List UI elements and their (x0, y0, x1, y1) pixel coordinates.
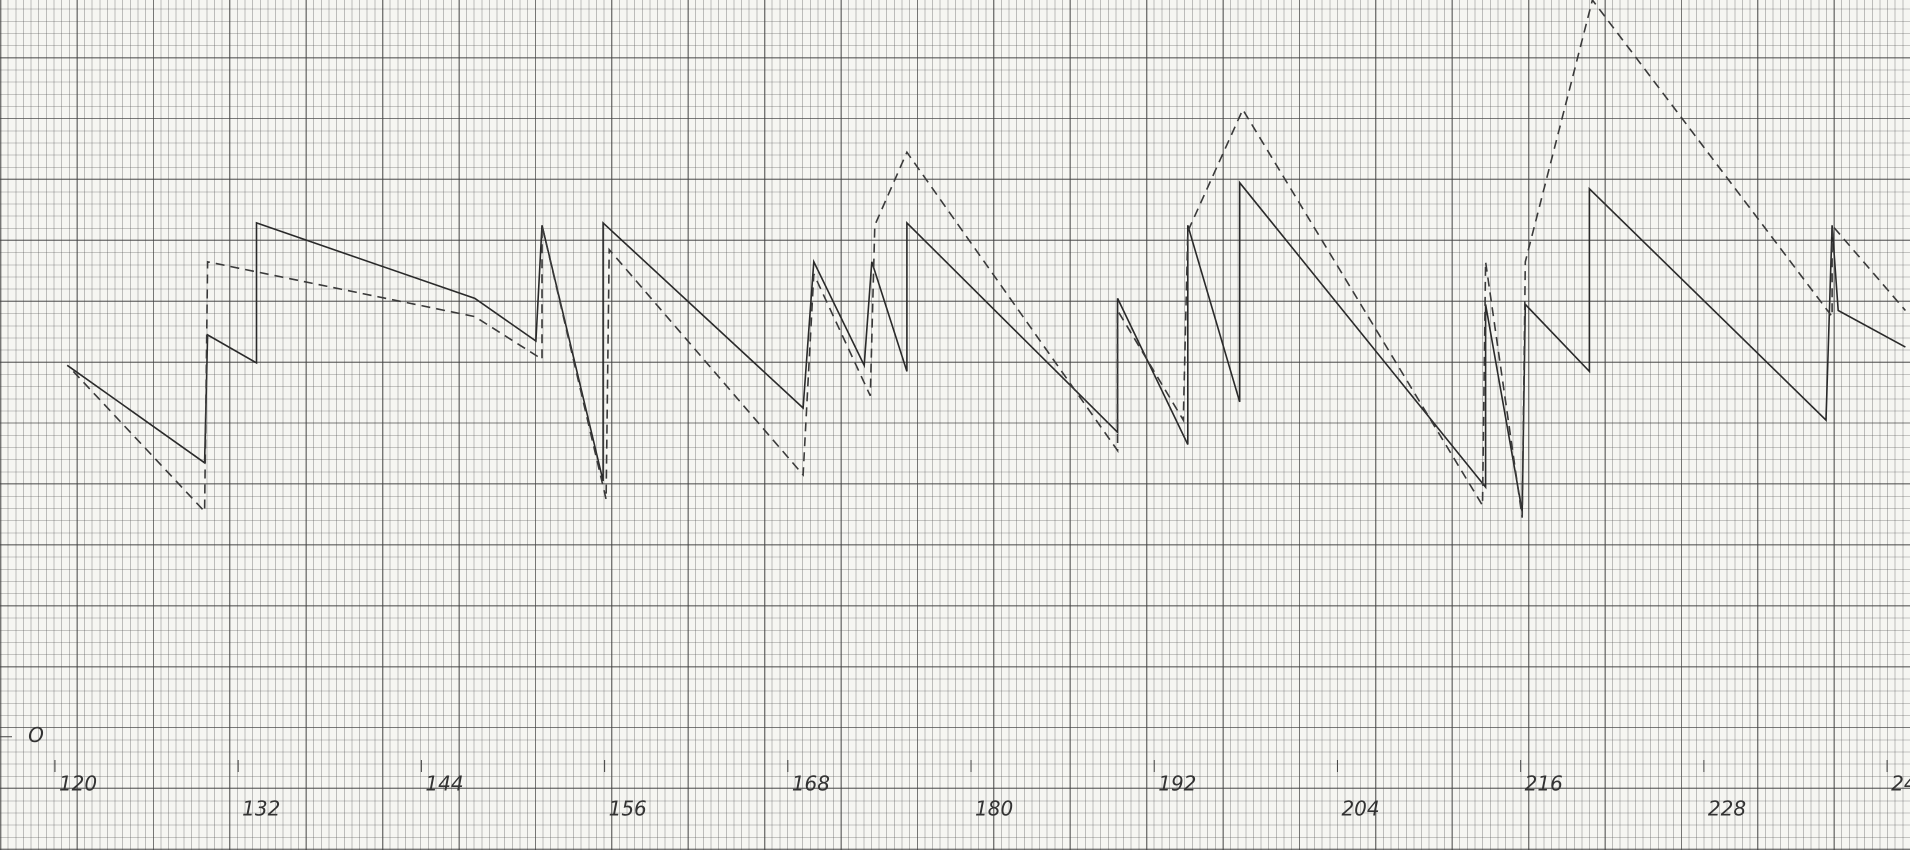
x-tick-label: 132 (242, 797, 280, 821)
x-tick-label: 240 (1891, 772, 1910, 796)
x-tick-label: 180 (975, 797, 1013, 821)
x-tick-label: 168 (792, 772, 830, 796)
x-tick-label: 144 (425, 772, 463, 796)
x-tick-label: 192 (1158, 772, 1196, 796)
y-tick-label: O (28, 723, 44, 747)
solid-line (67, 183, 1905, 512)
chart: 120 132 144 156 168 180 192 204 216 228 240 O (0, 0, 1910, 850)
x-tick-label: 228 (1708, 797, 1746, 821)
x-tick-label: 120 (59, 772, 97, 796)
page: 120132144156168180192204216228240O (() =… (0, 0, 1910, 850)
x-tick-label: 204 (1341, 797, 1379, 821)
x-tick-label: 156 (609, 797, 647, 821)
x-tick-label: 216 (1525, 772, 1563, 796)
dashed-line (73, 0, 1905, 518)
